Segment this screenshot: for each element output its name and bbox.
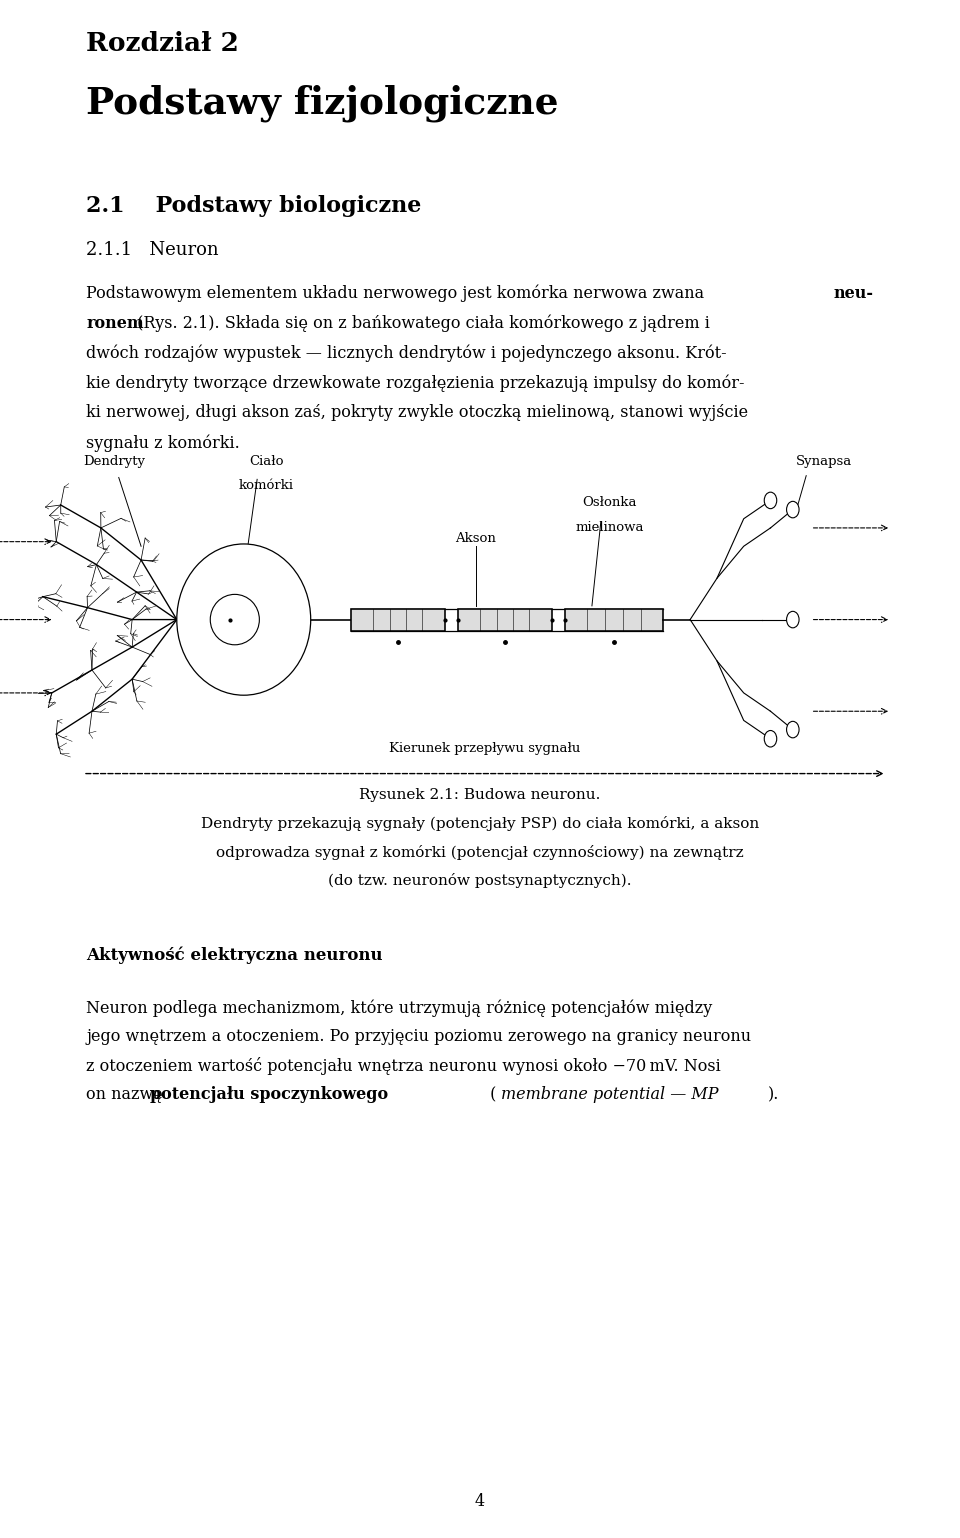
- Ellipse shape: [210, 594, 259, 644]
- Bar: [565, 609, 663, 631]
- Text: ki nerwowej, długi akson zaś, pokryty zwykle otoczką mielinową, stanowi wyjście: ki nerwowej, długi akson zaś, pokryty zw…: [86, 404, 749, 421]
- Ellipse shape: [177, 544, 311, 695]
- Bar: [458, 609, 552, 631]
- Text: mielinowa: mielinowa: [576, 520, 644, 534]
- Text: 2.1    Podstawy biologiczne: 2.1 Podstawy biologiczne: [86, 195, 421, 217]
- Text: Kierunek przepływu sygnału: Kierunek przepływu sygnału: [389, 741, 581, 755]
- Text: (do tzw. neuronów postsynaptycznych).: (do tzw. neuronów postsynaptycznych).: [328, 874, 632, 887]
- Ellipse shape: [764, 731, 777, 747]
- Ellipse shape: [786, 611, 799, 628]
- Text: 2.1.1   Neuron: 2.1.1 Neuron: [86, 241, 219, 260]
- Text: odprowadza sygnał z komórki (potencjał czynnościowy) na zewnątrz: odprowadza sygnał z komórki (potencjał c…: [216, 844, 744, 860]
- Text: Dendryty przekazują sygnały (potencjały PSP) do ciała komórki, a akson: Dendryty przekazują sygnały (potencjały …: [201, 817, 759, 831]
- Text: Podstawowym elementem układu nerwowego jest komórka nerwowa zwana: Podstawowym elementem układu nerwowego j…: [86, 285, 709, 301]
- Text: sygnału z komórki.: sygnału z komórki.: [86, 435, 240, 452]
- Text: Akson: Akson: [455, 532, 496, 546]
- Text: membrane potential — MP: membrane potential — MP: [501, 1086, 719, 1103]
- Ellipse shape: [764, 492, 777, 509]
- Text: Rozdział 2: Rozdział 2: [86, 31, 239, 55]
- Text: Osłonka: Osłonka: [583, 495, 637, 509]
- Text: potencjału spoczynkowego: potencjału spoczynkowego: [150, 1086, 388, 1103]
- Text: ).: ).: [768, 1086, 780, 1103]
- Text: neu-: neu-: [833, 285, 874, 301]
- Text: on nazwę: on nazwę: [86, 1086, 168, 1103]
- Text: 4: 4: [475, 1493, 485, 1510]
- Text: z otoczeniem wartość potencjału wnętrza neuronu wynosi około −70 mV. Nosi: z otoczeniem wartość potencjału wnętrza …: [86, 1057, 721, 1075]
- Ellipse shape: [786, 721, 799, 738]
- Text: Synapsa: Synapsa: [796, 455, 852, 468]
- Bar: [351, 609, 444, 631]
- Ellipse shape: [786, 501, 799, 518]
- Text: Dendryty: Dendryty: [83, 455, 145, 468]
- Text: dwóch rodzajów wypustek — licznych dendrytów i pojedynczego aksonu. Krót-: dwóch rodzajów wypustek — licznych dendr…: [86, 345, 727, 361]
- Text: (Rys. 2.1). Składa się on z bańkowatego ciała komórkowego z jądrem i: (Rys. 2.1). Składa się on z bańkowatego …: [132, 314, 709, 332]
- Text: jego wnętrzem a otoczeniem. Po przyjęciu poziomu zerowego na granicy neuronu: jego wnętrzem a otoczeniem. Po przyjęciu…: [86, 1027, 752, 1046]
- Text: Ciało: Ciało: [249, 455, 283, 468]
- Text: Podstawy fizjologiczne: Podstawy fizjologiczne: [86, 85, 559, 122]
- Text: Aktywność elektryczna neuronu: Aktywność elektryczna neuronu: [86, 947, 383, 964]
- Text: komórki: komórki: [239, 480, 294, 492]
- Text: Rysunek 2.1: Budowa neuronu.: Rysunek 2.1: Budowa neuronu.: [359, 787, 601, 801]
- Text: (: (: [485, 1086, 496, 1103]
- Text: ronem: ronem: [86, 314, 144, 332]
- Text: Neuron podlega mechanizmom, które utrzymują różnicę potencjałów między: Neuron podlega mechanizmom, które utrzym…: [86, 1000, 712, 1017]
- Text: kie dendryty tworzące drzewkowate rozgałęzienia przekazują impulsy do komór-: kie dendryty tworzące drzewkowate rozgał…: [86, 375, 745, 392]
